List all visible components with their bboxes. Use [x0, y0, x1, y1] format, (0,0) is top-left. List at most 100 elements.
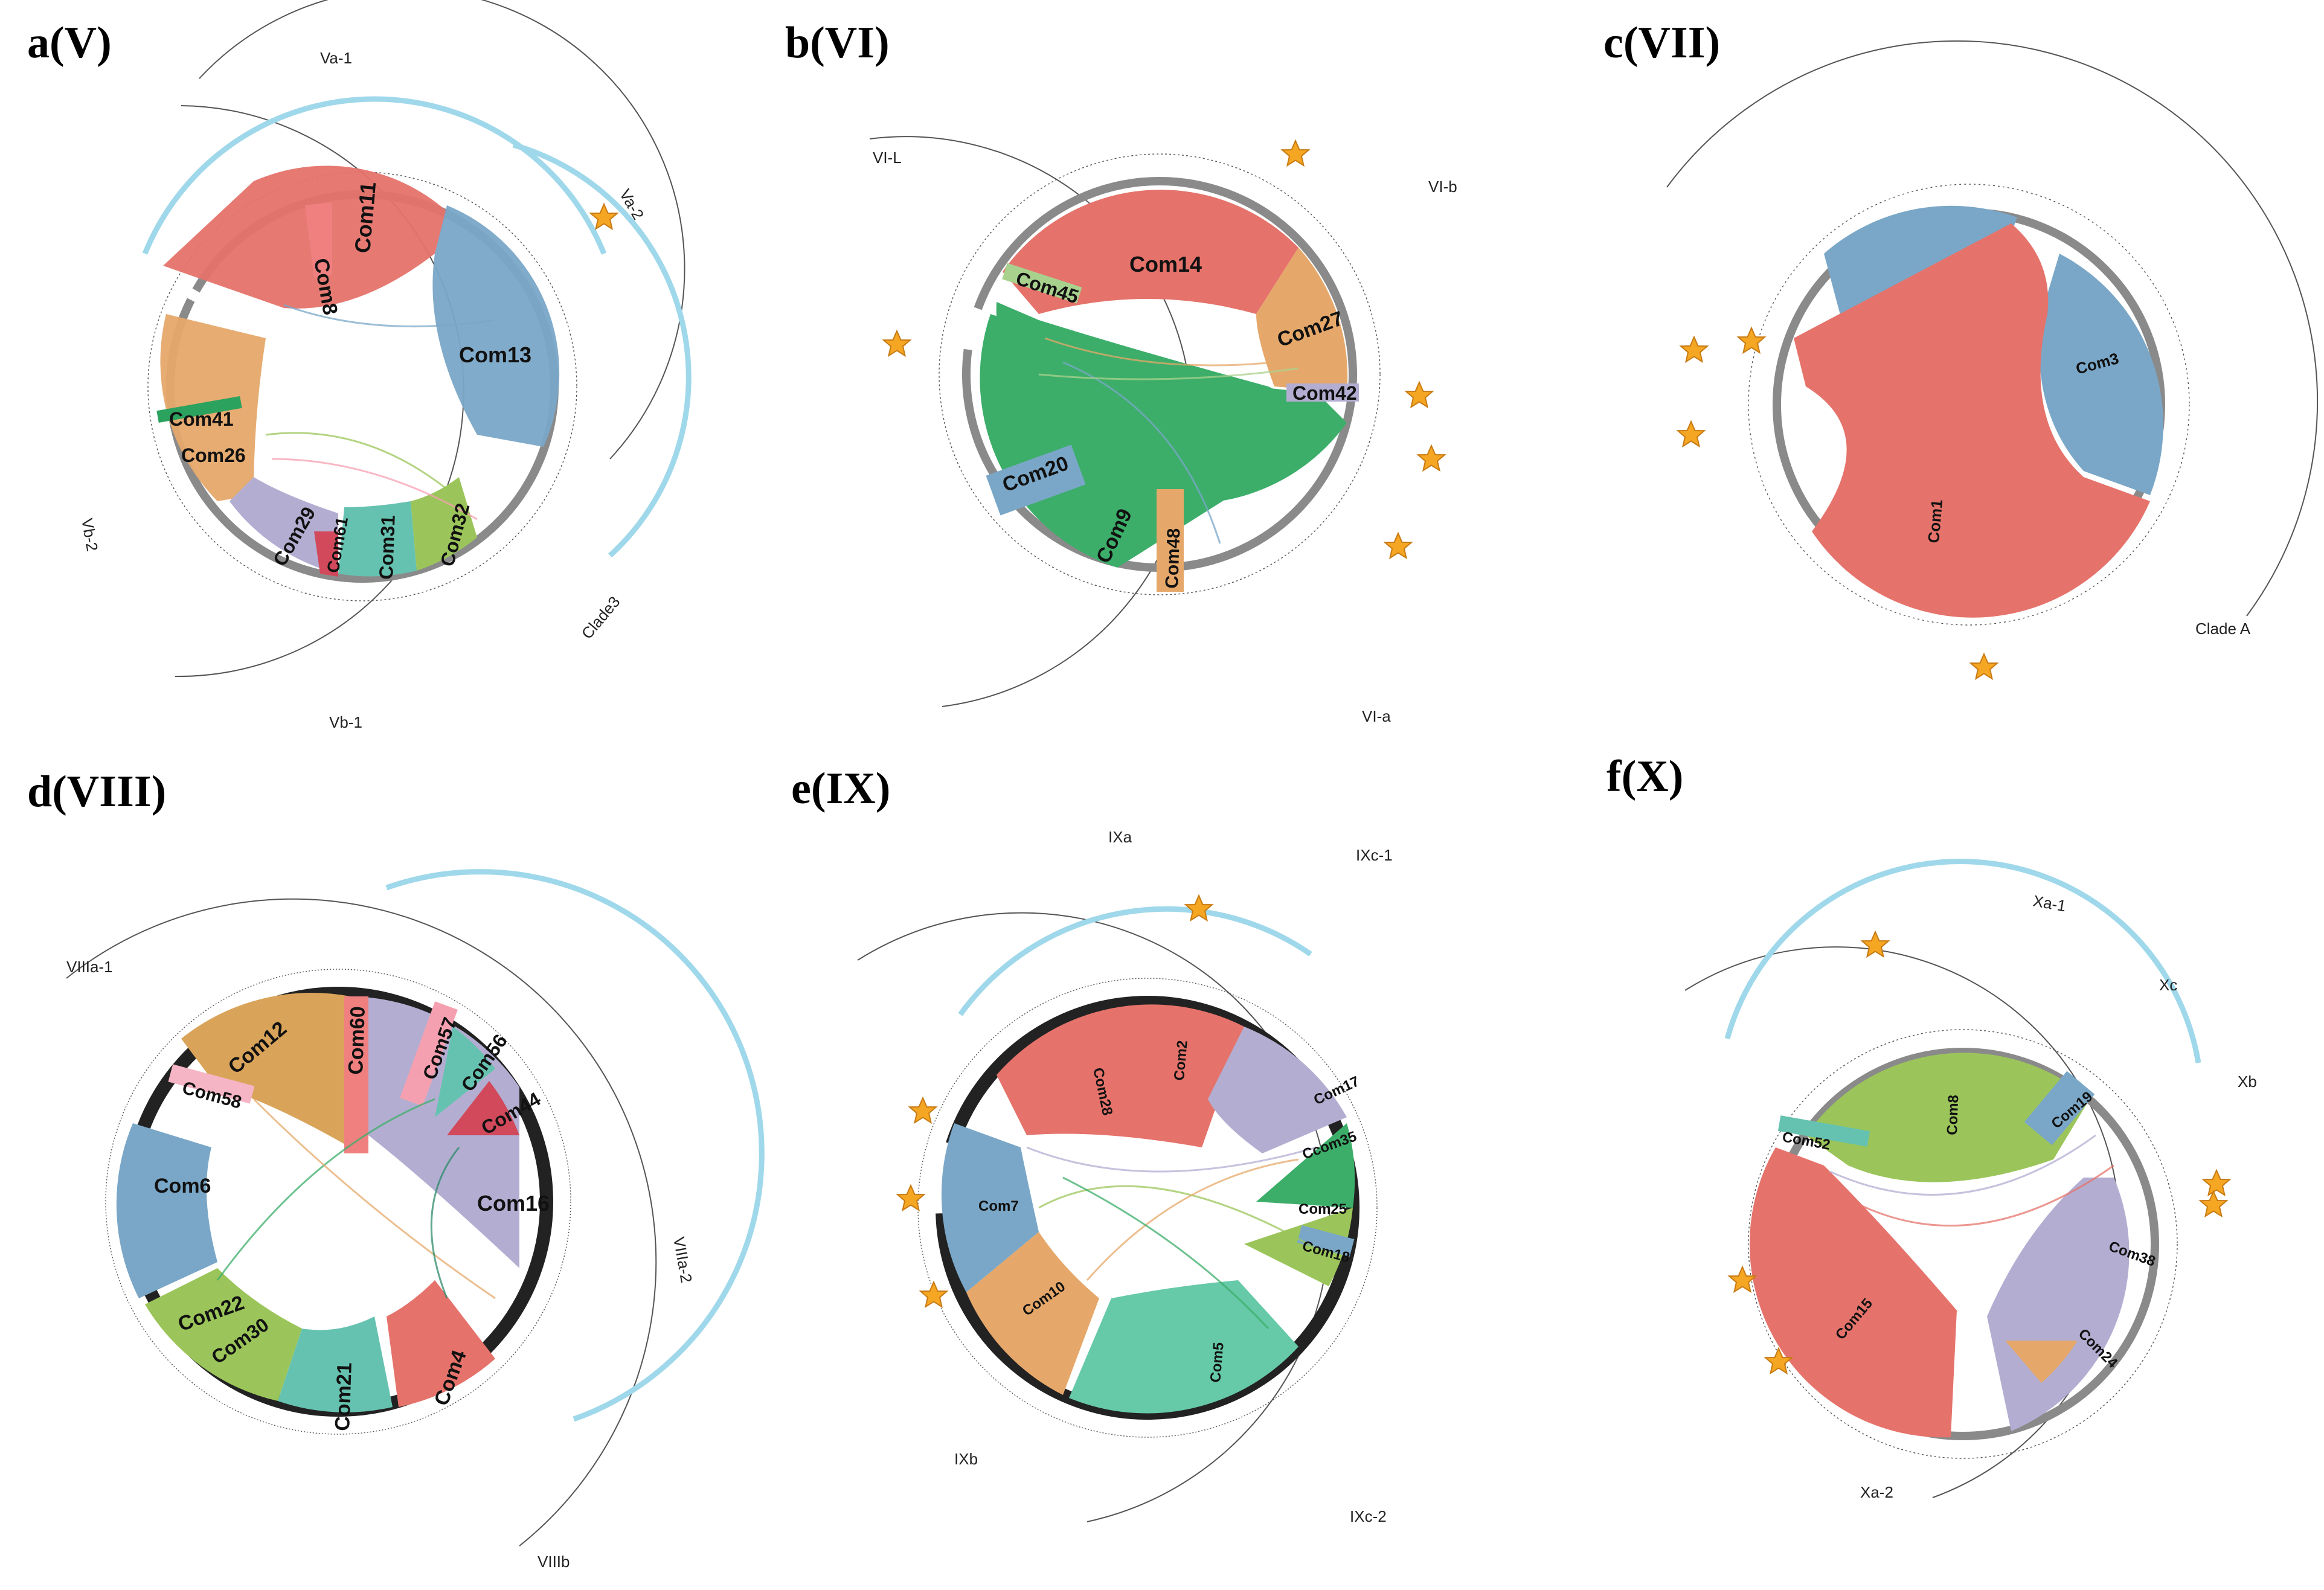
- panel-d-ribbon-com57: [400, 1001, 458, 1106]
- panel-b-clade-vi-b: VI-b: [1428, 178, 1457, 196]
- panel-f-clade-xb: Xb: [2238, 1072, 2257, 1091]
- panel-e-clade-ixc2: IXc-2: [1350, 1507, 1387, 1525]
- panel-b-ribbon-com27: [1256, 248, 1348, 393]
- panel-b-link-2: [1062, 361, 1221, 544]
- panel-d-ribbon-com56: [435, 1027, 495, 1117]
- panel-c-tree-tips: [1748, 184, 2190, 626]
- panel-d-com16-label: Com16: [477, 1191, 550, 1216]
- panel-e-star-icon-2: [909, 1097, 937, 1123]
- panel-d-clade-viiia2: VIIIa-2: [670, 1236, 696, 1284]
- panel-b-star-icon-5: [1384, 533, 1412, 559]
- panel-d-com6-label: Com6: [154, 1175, 211, 1197]
- panel-a-label: a(V): [27, 18, 112, 68]
- panel-e-link: [1026, 1146, 1317, 1173]
- panel-f-star-icon: [1861, 931, 1889, 957]
- panel-f-tree-tips: [1748, 1029, 2178, 1459]
- panel-a-clade-va1: Va-1: [320, 49, 352, 67]
- panel-b-star-icon: [1282, 140, 1309, 166]
- panel-a-star-icon: [590, 204, 618, 229]
- panel-c-ribbon-com1: [1794, 223, 2150, 618]
- panel-c-clade-a: Clade A: [2195, 620, 2251, 638]
- panel-e-com5-label: Com5: [1207, 1342, 1227, 1383]
- panel-f-clade-xa2: Xa-2: [1860, 1483, 1893, 1501]
- panel-d-clade-viiib: VIIIb: [538, 1553, 570, 1571]
- panel-a-com41-label: Com41: [169, 408, 234, 430]
- panel-a-tree-tips: [147, 172, 577, 601]
- panel-d-outer-tree: [66, 898, 657, 1547]
- panel-f-ribbon-com24: [2005, 1341, 2078, 1383]
- panel-b-ribbon-com48: [1157, 489, 1184, 592]
- panel-a-ribbon-com8: [305, 202, 332, 278]
- panel-e-clade-ixa: IXa: [1108, 828, 1132, 846]
- panel-f-label: f(X): [1607, 752, 1683, 801]
- panel-a-ribbon-com61: [314, 531, 338, 577]
- panel-c: c(VII) Com3 Com1 Clade A: [1603, 18, 2319, 679]
- panel-c-star-icon-4: [1970, 653, 1998, 679]
- panel-e-com2-label: Com2: [1171, 1040, 1191, 1082]
- panel-a-clade-arc-va1: [142, 96, 607, 255]
- panel-e-star-icon-4: [920, 1281, 948, 1307]
- panel-d-tree-tips: [105, 969, 571, 1435]
- panel-e-star-icon: [1185, 895, 1213, 921]
- panel-b-com48-label: Com48: [1162, 528, 1184, 589]
- panel-a-clade-vb1: Vb-1: [329, 713, 362, 731]
- panel-e-link-2: [1038, 1185, 1329, 1257]
- panel-a-clade-arc-va2: [512, 142, 692, 558]
- panel-d-ribbon-com60: [344, 996, 368, 1153]
- panel-d-link: [216, 1098, 435, 1281]
- panel-c-star-icon: [1738, 327, 1765, 353]
- panel-d-ribbon-com4: [387, 1280, 495, 1407]
- panel-b-ribbon-com45: [1002, 263, 1082, 304]
- panel-d-com60-label: Com60: [344, 1006, 370, 1075]
- panel-d-link-2: [252, 1098, 496, 1300]
- panel-b-clade-vi-l: VI-L: [873, 149, 902, 167]
- panel-b-com14-label: Com14: [1129, 252, 1202, 277]
- panel-a-com13-label: Com13: [459, 342, 531, 367]
- panel-f-clade-xc: Xc: [2159, 976, 2177, 994]
- panel-f-star-icon-2: [2203, 1170, 2230, 1196]
- panel-f-ribbon-com52: [1777, 1115, 1870, 1147]
- panel-d-link-3: [430, 1147, 460, 1299]
- panel-b-ribbon-com42: [1286, 383, 1359, 402]
- panel-d-label: d(VIII): [27, 767, 166, 816]
- panel-a-ribbon-com13: [432, 205, 560, 447]
- panel-a-clade-va2: Va-2: [616, 186, 647, 223]
- panel-b-link: [1044, 337, 1275, 367]
- panel-e-clade-arc: [958, 906, 1312, 1016]
- panel-e-tree-tips: [917, 978, 1378, 1438]
- panel-a-link-2: [265, 432, 448, 490]
- panel-f-star-icon-3: [2200, 1191, 2227, 1217]
- panel-a-clade-vb2: Vb-2: [78, 517, 101, 553]
- panel-b-star-icon-2: [883, 330, 911, 356]
- panel-b-tree-tips: [939, 153, 1381, 595]
- panel-e-com25-label: Com25: [1298, 1201, 1347, 1217]
- panel-b: b(VI) Com14 Com45 Com27 Com42 Com20 Com9…: [785, 18, 1457, 725]
- panel-b-ribbon-com14: [1003, 190, 1298, 314]
- panel-d-ribbon-com12: [181, 993, 350, 1147]
- panel-a-ribbon-com41: [156, 396, 242, 423]
- panel-a-ribbon-com31: [338, 501, 417, 577]
- panel-e-ribbon-com7: [941, 1123, 1039, 1292]
- panel-a-ribbon-com11: [163, 165, 447, 309]
- panel-d-clade-arc: [385, 869, 765, 1422]
- panel-b-com42-label: Com42: [1292, 382, 1357, 404]
- panel-a-clade-clade3: Clade3: [578, 592, 624, 642]
- panel-e-link-4: [1062, 1176, 1270, 1330]
- panel-e-link-3: [1086, 1158, 1299, 1281]
- panel-f-ribbon-com38: [1987, 1178, 2130, 1431]
- panel-a-outer-tree-2: [199, 0, 685, 460]
- panel-f-ribbon-com8: [1806, 1053, 2090, 1182]
- panel-c-label: c(VII): [1603, 18, 1720, 68]
- panel-d-ribbon-com6: [116, 1123, 217, 1298]
- panel-a-ribbon-com29: [230, 477, 338, 574]
- panel-e-ribbon-ccom35: [1256, 1123, 1355, 1208]
- panel-b-clade-vi-a: VI-a: [1362, 707, 1391, 725]
- panel-c-outer-tree: [1666, 40, 2319, 617]
- panel-f-com8-label: Com8: [1944, 1095, 1962, 1136]
- panel-e-ribbon-com5: [1069, 1280, 1298, 1414]
- panel-c-com1-label: Com1: [1924, 499, 1946, 544]
- panel-b-star-icon-3: [1405, 382, 1433, 408]
- panel-f-link-2: [1841, 1164, 2114, 1227]
- panel-a-link-3: [271, 458, 478, 521]
- panel-e-star-icon-3: [897, 1185, 925, 1211]
